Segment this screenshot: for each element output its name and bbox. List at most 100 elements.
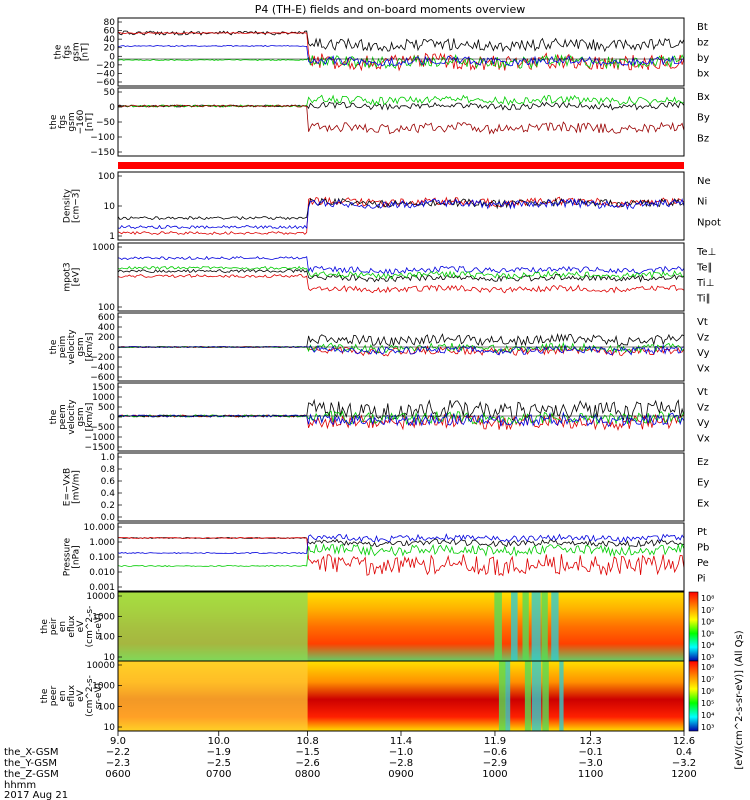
peim-ylabel-line: [km/s] (85, 333, 95, 362)
xaxis-value: −2.3 (106, 758, 130, 769)
peem-ytick-label: −1000 (85, 433, 116, 443)
figure-title: P4 (TH-E) fields and on-board moments ov… (255, 3, 526, 16)
colorbar-tick-label: 10⁸ (701, 663, 714, 672)
temp-series-0 (117, 274, 685, 294)
xaxis-value: 11.9 (484, 736, 506, 747)
xaxis-value: 10.8 (296, 736, 318, 747)
peem-legend-2: Vy (697, 418, 710, 429)
peer-ylabel-line: peer (49, 685, 59, 706)
pressure-ylabel-line: [nPa] (72, 545, 82, 568)
xaxis-value: 1100 (578, 769, 603, 780)
pressure-ylabel-line: Pressure (63, 537, 73, 576)
xaxis-row-label: hhmm (4, 780, 36, 791)
peem-series-0 (117, 398, 685, 421)
xaxis-value: −2.2 (106, 747, 130, 758)
fgs-ytick-label: 0 (109, 52, 115, 62)
temp-legend-2: Ti⊥ (696, 278, 714, 289)
efield-ylabel-line: [mV/m] (72, 470, 82, 504)
peir-ytick-label: 10 (104, 653, 116, 663)
xaxis-value: 0700 (206, 769, 231, 780)
peim-ytick-label: −200 (90, 353, 115, 363)
density-series-0 (117, 196, 685, 236)
xaxis-value: 1000 (482, 769, 507, 780)
pressure-legend-0: Pt (697, 527, 707, 538)
density-legend-1: Ni (697, 197, 707, 208)
peem-ytick-label: −500 (90, 423, 115, 433)
peer-ylabel-line: (cm^2-s- (85, 675, 95, 717)
peir-stripe (541, 592, 548, 661)
pressure-series-2 (117, 543, 685, 567)
fgs-ytick-label: 80 (104, 18, 116, 28)
peim-ylabel-line: velocity (67, 329, 77, 365)
fgs_pos-ylabel-line: gsm (67, 112, 77, 131)
peer-stripe (559, 661, 564, 731)
temp-series-2 (117, 255, 685, 275)
peim-ytick-label: −600 (90, 373, 115, 383)
pressure-ytick-label: 0.001 (89, 583, 115, 593)
colorbar-0 (688, 591, 699, 662)
peer-ytick-label: 100 (98, 702, 115, 712)
xaxis-row-label: the_X-GSM (4, 747, 58, 758)
temp-frame (117, 242, 685, 312)
peer-stripe (498, 661, 506, 731)
peem-ylabel-line: peem (58, 404, 68, 430)
fgs-ylabel-line: the (54, 44, 64, 59)
peir-stripe (531, 592, 541, 661)
temp-ylabel-line: mpot3 (63, 262, 73, 291)
pressure-legend-3: Pi (697, 574, 706, 585)
peim-legend-0: Vt (697, 317, 708, 328)
fgs-ytick-label: −60 (96, 78, 115, 88)
xaxis-value: 11.4 (390, 736, 412, 747)
peir-stripe (511, 592, 518, 661)
peer-ytick-label: 1000 (92, 682, 115, 692)
peem-ytick-label: 1000 (92, 393, 115, 403)
peem-ytick-label: 1500 (92, 383, 115, 393)
peim-ytick-label: 200 (98, 333, 115, 343)
colorbar-tick-label: 10⁷ (701, 606, 714, 615)
peem-legend-0: Vt (697, 387, 708, 398)
colorbar-tick-label: 10³ (701, 653, 714, 662)
fgs-ytick-label: 20 (104, 44, 116, 54)
colorbar-tick-label: 10⁵ (701, 699, 714, 708)
density-ytick-label: 1 (109, 232, 115, 242)
efield-frame (117, 452, 685, 522)
xaxis-value: 0.4 (676, 747, 692, 758)
peem-ytick-label: 0 (109, 413, 115, 423)
pressure-series-1 (117, 537, 685, 577)
xaxis-value: 10.0 (208, 736, 230, 747)
peem-ytick-label: −1500 (85, 443, 116, 453)
peir-ylabel-line: sr-eV) (94, 613, 104, 639)
peim-ytick-label: 600 (98, 313, 115, 323)
temp-legend-1: Te∥ (696, 263, 713, 274)
fgs_pos-series-2 (117, 104, 685, 135)
density-series-1 (117, 197, 685, 221)
peir-stripe (551, 592, 559, 661)
date-label: 2017 Aug 21 (4, 790, 68, 800)
pressure-series-3 (117, 533, 685, 554)
xaxis-row-label: the_Z-GSM (4, 769, 59, 780)
fgs_pos-ylabel-line: [nT] (85, 113, 95, 131)
peer-ytick-label: 10000 (86, 661, 115, 671)
peer-ylabel-line: sr-eV) (94, 683, 104, 709)
efield-legend-2: Ex (697, 498, 709, 509)
pressure-legend-1: Pb (697, 543, 709, 554)
xaxis-value: 0800 (295, 769, 320, 780)
fgs-series-0 (117, 30, 685, 53)
peem-ylabel-line: velocity (67, 399, 77, 435)
fgs_pos-series-1 (118, 94, 684, 108)
xaxis-value: −2.8 (389, 758, 413, 769)
temp-series-3 (117, 265, 685, 280)
fgs-legend-2: by (697, 53, 709, 64)
density-ytick-label: 10 (104, 202, 116, 212)
ephemeris-strip (118, 162, 684, 169)
peim-series-3 (117, 343, 685, 356)
peem-ylabel-line: the (49, 409, 59, 424)
xaxis-value: 12.6 (673, 736, 695, 747)
fgs_pos-ytick-label: −50 (96, 118, 115, 128)
fgs-ylabel-line: fgs (63, 45, 73, 59)
peer-stripe (524, 661, 531, 731)
peir-ytick-label: 100 (98, 633, 115, 643)
